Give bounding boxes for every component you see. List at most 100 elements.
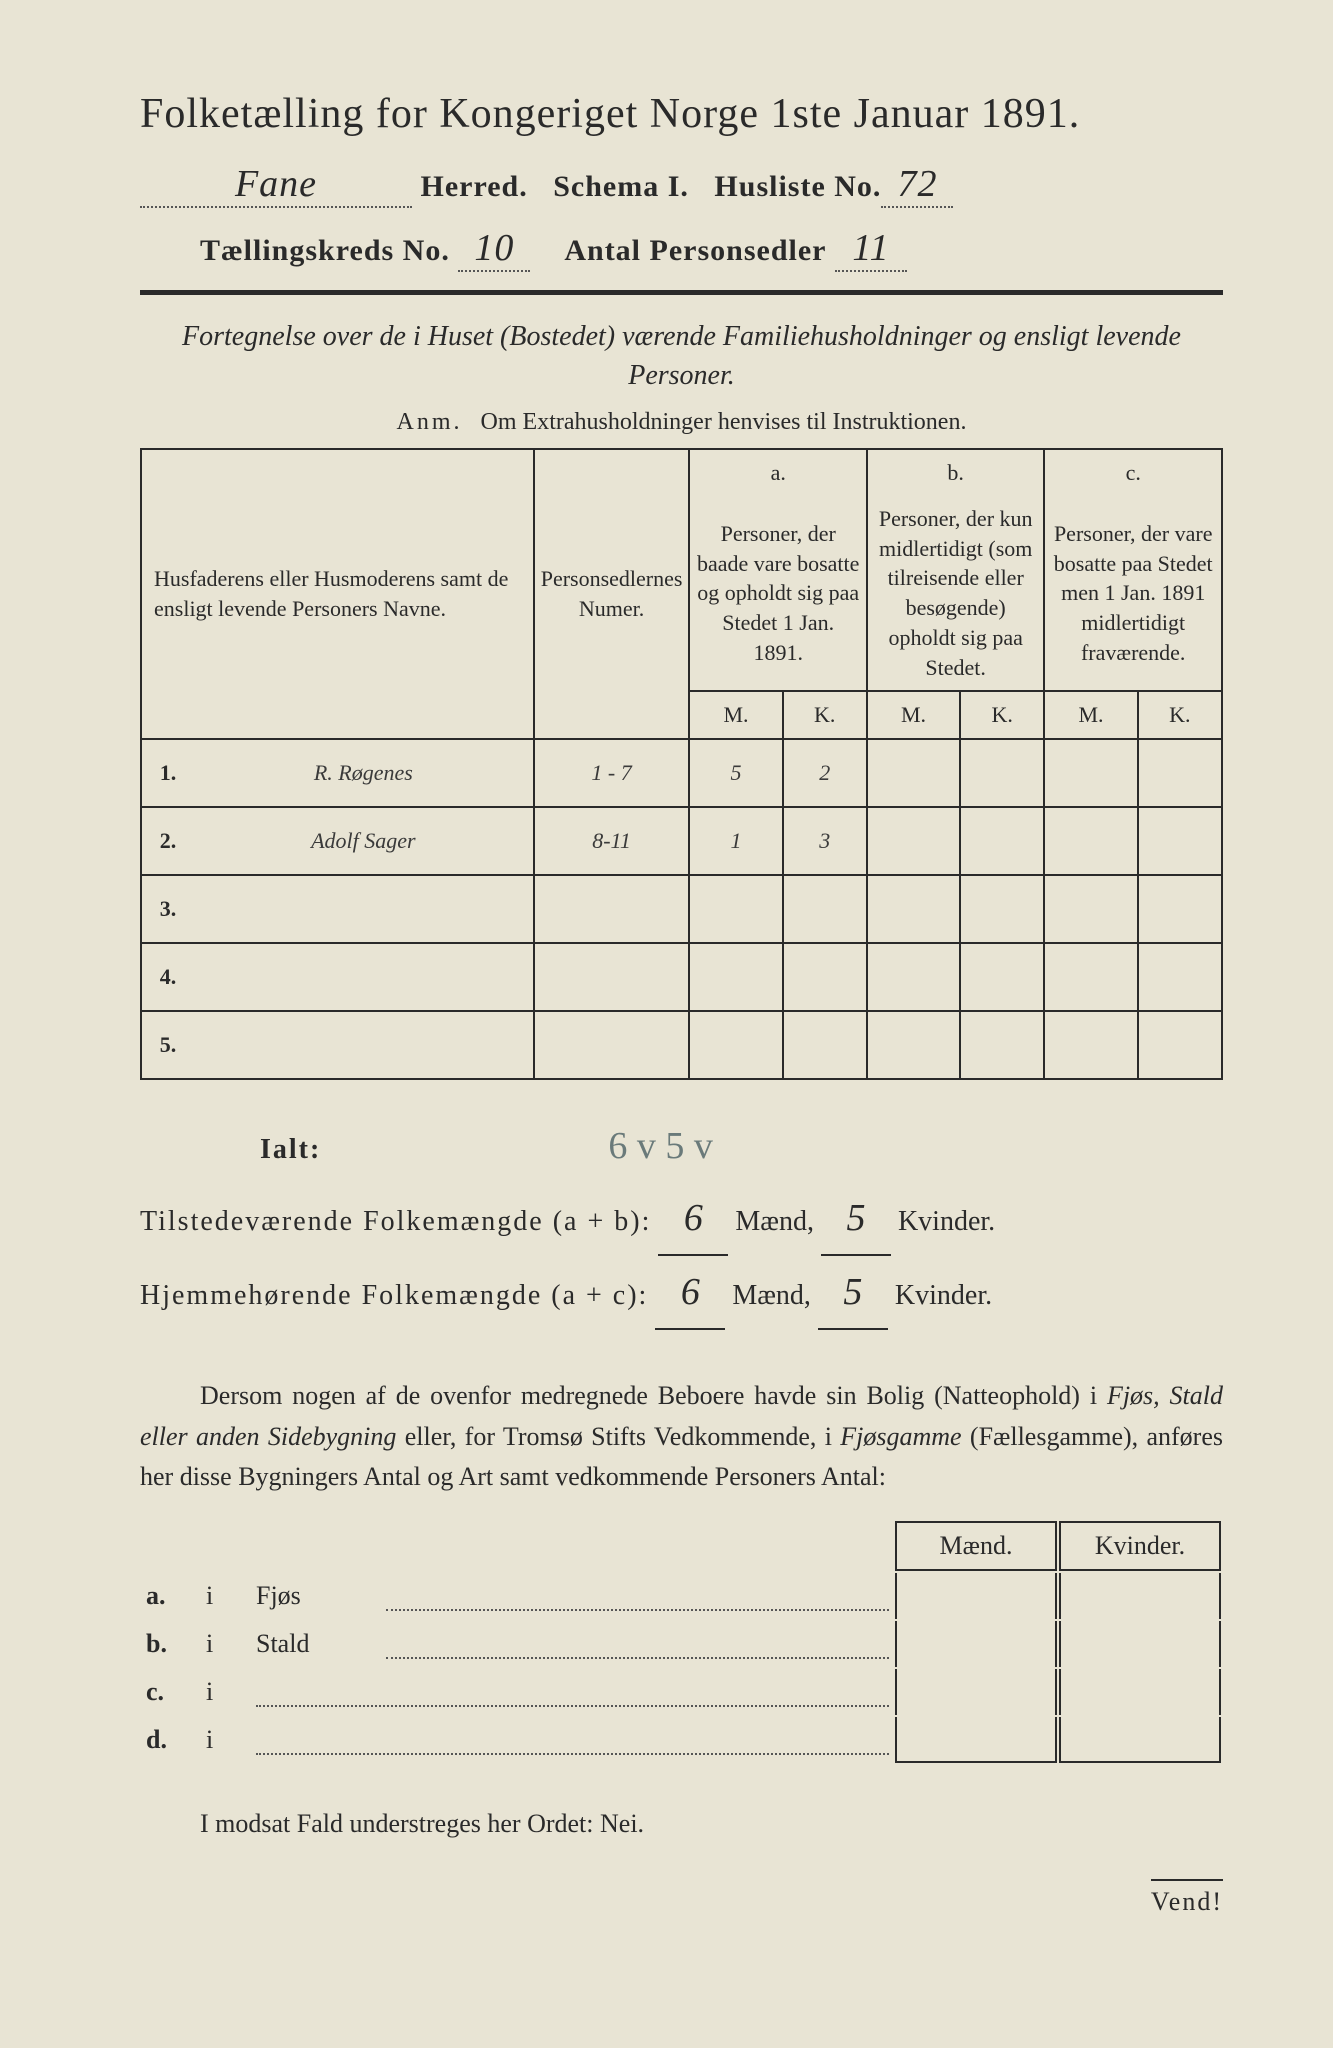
row-aM <box>689 1011 782 1079</box>
row-numer <box>534 943 690 1011</box>
row-bK <box>960 739 1044 807</box>
husliste-value: 72 <box>881 162 953 208</box>
sub-k <box>1059 1621 1221 1667</box>
row-cK <box>1138 739 1222 807</box>
row-bM <box>867 739 960 807</box>
sub-m <box>895 1573 1057 1619</box>
dotted-fill <box>256 1733 889 1755</box>
row-bK <box>960 943 1044 1011</box>
sub-m <box>895 1669 1057 1715</box>
table-row: 1. R. Røgenes 1 - 7 5 2 <box>141 739 1222 807</box>
row-num: 5. <box>141 1011 194 1079</box>
row-aM <box>689 875 782 943</box>
col-numer: Personsedlernes Numer. <box>534 449 690 739</box>
anm-text: Om Extrahusholdninger henvises til Instr… <box>481 409 967 435</box>
row-bM <box>867 807 960 875</box>
sub-i: i <box>202 1621 250 1667</box>
dotted-fill <box>386 1637 889 1659</box>
table-row: 5. <box>141 1011 1222 1079</box>
row-aK: 2 <box>783 739 867 807</box>
row-cK <box>1138 807 1222 875</box>
col-a-k: K. <box>783 691 867 739</box>
sub-kvinder: Kvinder. <box>1059 1521 1221 1571</box>
census-form: Folketælling for Kongeriget Norge 1ste J… <box>0 0 1333 1899</box>
sub-k <box>1059 1669 1221 1715</box>
col-c-text: Personer, der vare bosatte paa Stedet me… <box>1044 496 1222 691</box>
herred-label: Herred. <box>421 170 528 203</box>
row-cM <box>1044 807 1137 875</box>
row-cK <box>1138 943 1222 1011</box>
row-bK <box>960 875 1044 943</box>
col-c-k: K. <box>1138 691 1222 739</box>
row-numer <box>534 1011 690 1079</box>
row-num: 4. <box>141 943 194 1011</box>
sub-row: d. i <box>142 1717 1221 1763</box>
kreds-label: Tællingskreds No. <box>200 234 450 267</box>
sub-label: Fjøs <box>252 1573 380 1619</box>
row-bM <box>867 875 960 943</box>
col-c-m: M. <box>1044 691 1137 739</box>
header-line-2: Tællingskreds No. 10 Antal Personsedler … <box>140 226 1223 272</box>
sub-row: a. i Fjøs <box>142 1573 1221 1619</box>
dotted-fill <box>386 1589 889 1611</box>
sub-key: d. <box>142 1717 200 1763</box>
sub-k <box>1059 1717 1221 1763</box>
table-row: 3. <box>141 875 1222 943</box>
antal-label: Antal Personsedler <box>564 234 826 267</box>
ialt-scribble: 6 v 5 v <box>328 1125 713 1167</box>
sub-key: b. <box>142 1621 200 1667</box>
dotted-fill <box>256 1685 889 1707</box>
schema-label: Schema I. <box>553 170 689 203</box>
row-name: Adolf Sager <box>194 807 534 875</box>
row-cK <box>1138 1011 1222 1079</box>
sub-key: c. <box>142 1669 200 1715</box>
col-b-m: M. <box>867 691 960 739</box>
sub-row: b. i Stald <box>142 1621 1221 1667</box>
col-b-label: b. <box>867 449 1044 496</box>
col-b-text: Personer, der kun midlertidigt (som tilr… <box>867 496 1044 691</box>
row-num: 3. <box>141 875 194 943</box>
resident-k: 5 <box>818 1256 888 1330</box>
row-cM <box>1044 739 1137 807</box>
row-aK <box>783 875 867 943</box>
row-name <box>194 1011 534 1079</box>
row-aK: 3 <box>783 807 867 875</box>
sub-maend: Mænd. <box>895 1521 1057 1571</box>
page-title: Folketælling for Kongeriget Norge 1ste J… <box>140 90 1223 138</box>
footer-line: I modsat Fald understreges her Ordet: Ne… <box>140 1809 1223 1839</box>
main-table: Husfaderens eller Husmoderens samt de en… <box>140 448 1223 1080</box>
present-k: 5 <box>821 1182 891 1256</box>
row-name: R. Røgenes <box>194 739 534 807</box>
note-paragraph: Dersom nogen af de ovenfor medregnede Be… <box>140 1376 1223 1497</box>
kvinder-label: Kvinder. <box>895 1280 992 1311</box>
ialt-label: Ialt: <box>140 1134 321 1165</box>
row-name <box>194 875 534 943</box>
sub-i: i <box>202 1669 250 1715</box>
row-aM: 1 <box>689 807 782 875</box>
totals-block: Ialt: 6 v 5 v Tilstedeværende Folkemængd… <box>140 1110 1223 1331</box>
sub-m <box>895 1621 1057 1667</box>
sub-m <box>895 1717 1057 1763</box>
table-row: 2. Adolf Sager 8-11 1 3 <box>141 807 1222 875</box>
table-row: 4. <box>141 943 1222 1011</box>
col-b-k: K. <box>960 691 1044 739</box>
row-name <box>194 943 534 1011</box>
sub-label: Stald <box>252 1621 380 1667</box>
row-bM <box>867 943 960 1011</box>
herred-value: Fane <box>140 162 412 208</box>
row-aM <box>689 943 782 1011</box>
row-cM <box>1044 875 1137 943</box>
kreds-value: 10 <box>458 226 530 272</box>
col-c-label: c. <box>1044 449 1222 496</box>
anm-line: Anm. Om Extrahusholdninger henvises til … <box>140 409 1223 436</box>
col-a-label: a. <box>689 449 866 496</box>
row-numer <box>534 875 690 943</box>
resident-label: Hjemmehørende Folkemængde (a + c): <box>140 1280 648 1311</box>
row-num: 1. <box>141 739 194 807</box>
subtitle: Fortegnelse over de i Huset (Bostedet) v… <box>140 317 1223 395</box>
present-m: 6 <box>658 1182 728 1256</box>
sub-i: i <box>202 1573 250 1619</box>
husliste-label: Husliste No. <box>714 170 881 203</box>
col-a-text: Personer, der baade vare bosatte og opho… <box>689 496 866 691</box>
row-cM <box>1044 943 1137 1011</box>
